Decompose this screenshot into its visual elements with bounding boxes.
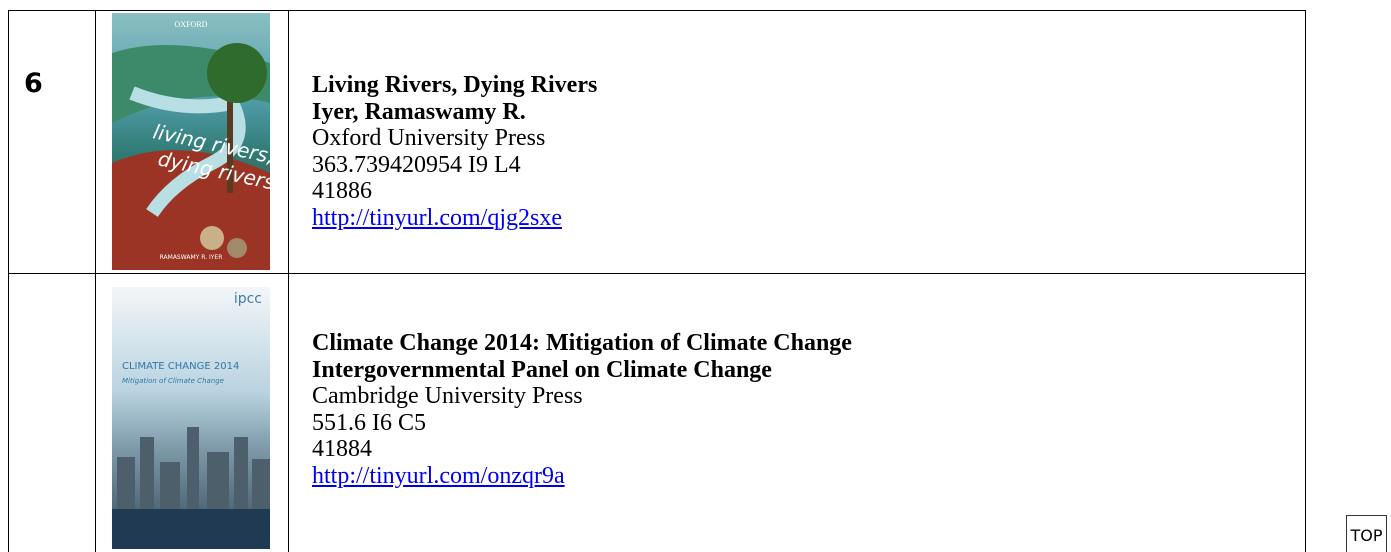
book-publisher: Oxford University Press bbox=[312, 125, 597, 152]
book-cover: ipcc CLIMATE CHANGE 2014 Mitigation of C… bbox=[112, 287, 270, 549]
cover-text: ipcc bbox=[234, 291, 262, 307]
cover-text: RAMASWAMY R. IYER bbox=[160, 254, 223, 261]
book-author: Iyer, Ramaswamy R. bbox=[312, 99, 597, 126]
book-link[interactable]: http://tinyurl.com/qjg2sxe bbox=[312, 205, 562, 231]
book-title: Climate Change 2014: Mitigation of Clima… bbox=[312, 330, 852, 357]
book-info: Climate Change 2014: Mitigation of Clima… bbox=[312, 330, 852, 490]
cover-text: CLIMATE CHANGE 2014 bbox=[122, 361, 239, 372]
accession-number: 41886 bbox=[312, 178, 597, 205]
page: 6 OXFORD living rivers, dying rivers RAM… bbox=[0, 0, 1391, 552]
cover-text: Mitigation of Climate Change bbox=[122, 377, 224, 385]
row-number: 6 bbox=[24, 68, 43, 99]
call-number: 363.739420954 I9 L4 bbox=[312, 152, 597, 179]
book-title: Living Rivers, Dying Rivers bbox=[312, 72, 597, 99]
cover-text: OXFORD bbox=[175, 20, 208, 29]
top-button[interactable]: TOP bbox=[1346, 515, 1387, 552]
book-cover: OXFORD living rivers, dying rivers RAMAS… bbox=[112, 13, 270, 270]
book-link[interactable]: http://tinyurl.com/onzqr9a bbox=[312, 463, 565, 489]
book-info: Living Rivers, Dying Rivers Iyer, Ramasw… bbox=[312, 72, 597, 232]
accession-number: 41884 bbox=[312, 436, 852, 463]
book-author: Intergovernmental Panel on Climate Chang… bbox=[312, 357, 852, 384]
call-number: 551.6 I6 C5 bbox=[312, 410, 852, 437]
book-publisher: Cambridge University Press bbox=[312, 383, 852, 410]
